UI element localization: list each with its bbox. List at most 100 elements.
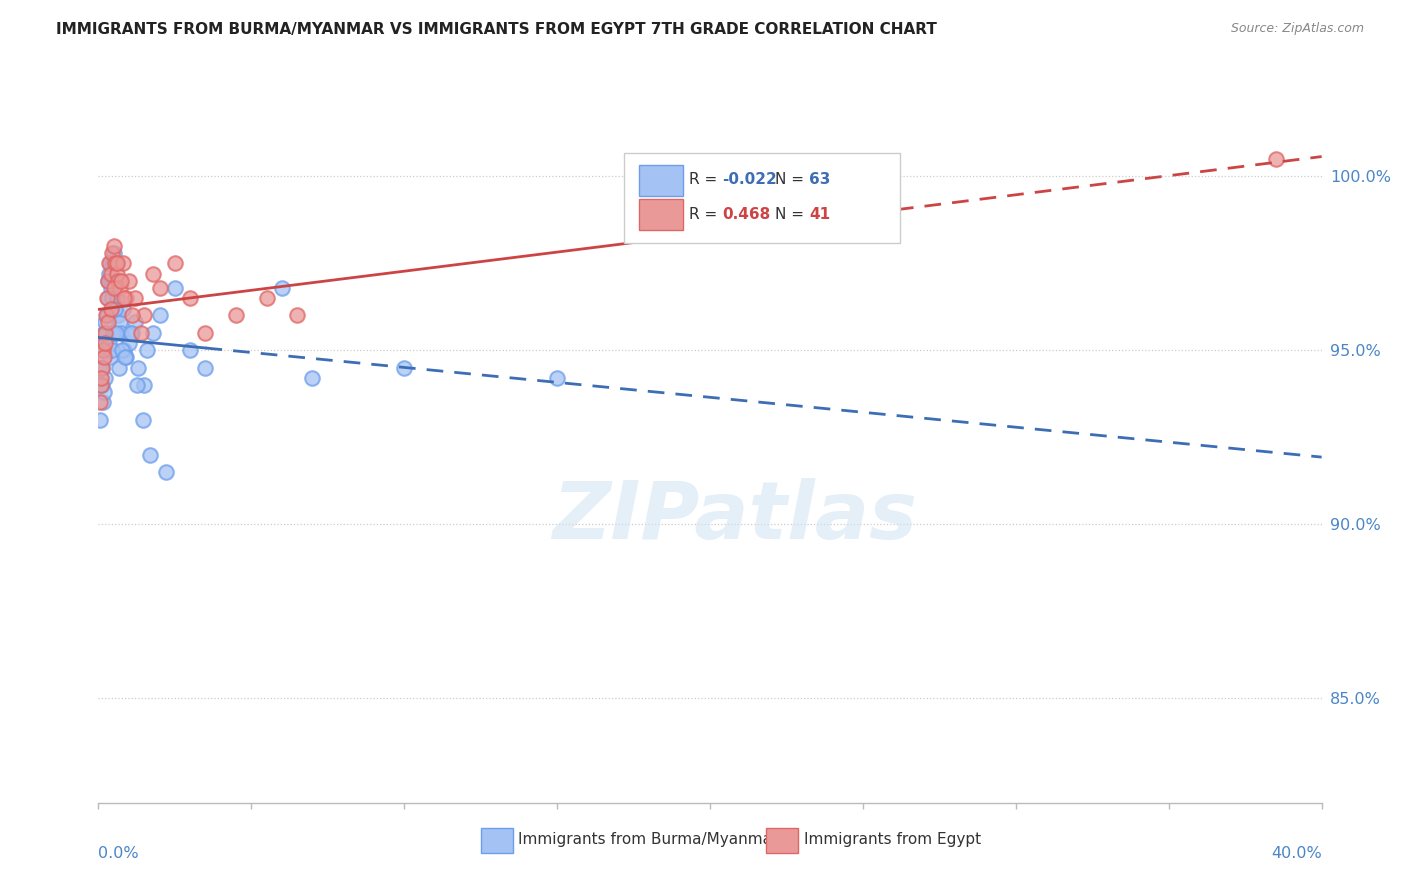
Point	[98, 350, 121, 364]
Point	[127, 360, 149, 375]
Point	[94, 315, 117, 329]
Point	[112, 343, 135, 358]
Point	[163, 280, 186, 294]
Point	[96, 309, 118, 323]
Point	[142, 326, 165, 340]
Point	[1264, 152, 1286, 166]
Point	[97, 336, 120, 351]
Point	[90, 336, 112, 351]
Point	[90, 378, 112, 392]
Point	[107, 309, 129, 323]
Point	[110, 274, 132, 288]
Point	[125, 378, 148, 392]
Point	[270, 280, 294, 294]
Point	[256, 291, 278, 305]
Point	[98, 267, 121, 281]
Point	[91, 395, 114, 409]
Point	[105, 256, 128, 270]
Point	[105, 291, 128, 305]
FancyBboxPatch shape	[624, 153, 900, 243]
Point	[225, 309, 247, 323]
FancyBboxPatch shape	[481, 829, 513, 853]
Point	[124, 315, 146, 329]
FancyBboxPatch shape	[640, 165, 683, 196]
Point	[94, 326, 117, 340]
Text: 0.0%: 0.0%	[98, 846, 139, 861]
Point	[93, 326, 115, 340]
Text: Source: ZipAtlas.com: Source: ZipAtlas.com	[1230, 22, 1364, 36]
Point	[120, 326, 142, 340]
Point	[114, 350, 136, 364]
Point	[105, 326, 128, 340]
Point	[91, 360, 114, 375]
Point	[90, 371, 112, 385]
Point	[96, 309, 118, 323]
Point	[101, 245, 124, 260]
Point	[132, 413, 155, 427]
Point	[94, 309, 117, 323]
Point	[96, 291, 118, 305]
Point	[179, 343, 201, 358]
Point	[90, 378, 112, 392]
Point	[129, 326, 152, 340]
Text: IMMIGRANTS FROM BURMA/MYANMAR VS IMMIGRANTS FROM EGYPT 7TH GRADE CORRELATION CHA: IMMIGRANTS FROM BURMA/MYANMAR VS IMMIGRA…	[56, 22, 938, 37]
Point	[179, 291, 201, 305]
Text: 40.0%: 40.0%	[1271, 846, 1322, 861]
Text: -0.022: -0.022	[723, 172, 778, 187]
Text: 0.468: 0.468	[723, 207, 770, 221]
Point	[115, 291, 138, 305]
Text: 63: 63	[808, 172, 831, 187]
Point	[111, 301, 134, 316]
Point	[97, 291, 120, 305]
Point	[100, 274, 122, 288]
Point	[108, 315, 131, 329]
Point	[108, 360, 131, 375]
Point	[89, 413, 111, 427]
Point	[105, 267, 128, 281]
Point	[89, 395, 111, 409]
Point	[98, 256, 121, 270]
Point	[94, 343, 117, 358]
Point	[104, 256, 127, 270]
Point	[124, 291, 146, 305]
Point	[118, 274, 141, 288]
Point	[103, 245, 125, 260]
Point	[94, 326, 117, 340]
Point	[111, 256, 134, 270]
Point	[142, 267, 165, 281]
FancyBboxPatch shape	[640, 199, 683, 230]
Point	[118, 336, 141, 351]
Point	[101, 291, 124, 305]
Point	[97, 274, 120, 288]
Point	[91, 343, 114, 358]
Point	[301, 371, 323, 385]
Point	[91, 378, 114, 392]
Text: 41: 41	[808, 207, 830, 221]
Point	[285, 309, 308, 323]
Text: Immigrants from Egypt: Immigrants from Egypt	[804, 832, 981, 847]
Text: N =: N =	[775, 172, 808, 187]
Point	[112, 291, 135, 305]
Point	[108, 280, 131, 294]
Point	[136, 343, 159, 358]
Point	[104, 274, 127, 288]
Point	[155, 465, 177, 479]
Point	[89, 360, 111, 375]
Point	[134, 378, 156, 392]
Point	[110, 326, 132, 340]
Point	[121, 309, 143, 323]
Text: R =: R =	[689, 172, 723, 187]
Point	[121, 326, 143, 340]
Point	[194, 326, 217, 340]
Point	[100, 343, 122, 358]
Point	[115, 350, 138, 364]
Text: Immigrants from Burma/Myanmar: Immigrants from Burma/Myanmar	[517, 832, 779, 847]
Point	[100, 267, 122, 281]
Point	[93, 350, 115, 364]
Text: R =: R =	[689, 207, 723, 221]
Point	[107, 274, 129, 288]
Point	[93, 371, 115, 385]
Point	[194, 360, 217, 375]
Point	[104, 301, 127, 316]
Point	[149, 280, 172, 294]
